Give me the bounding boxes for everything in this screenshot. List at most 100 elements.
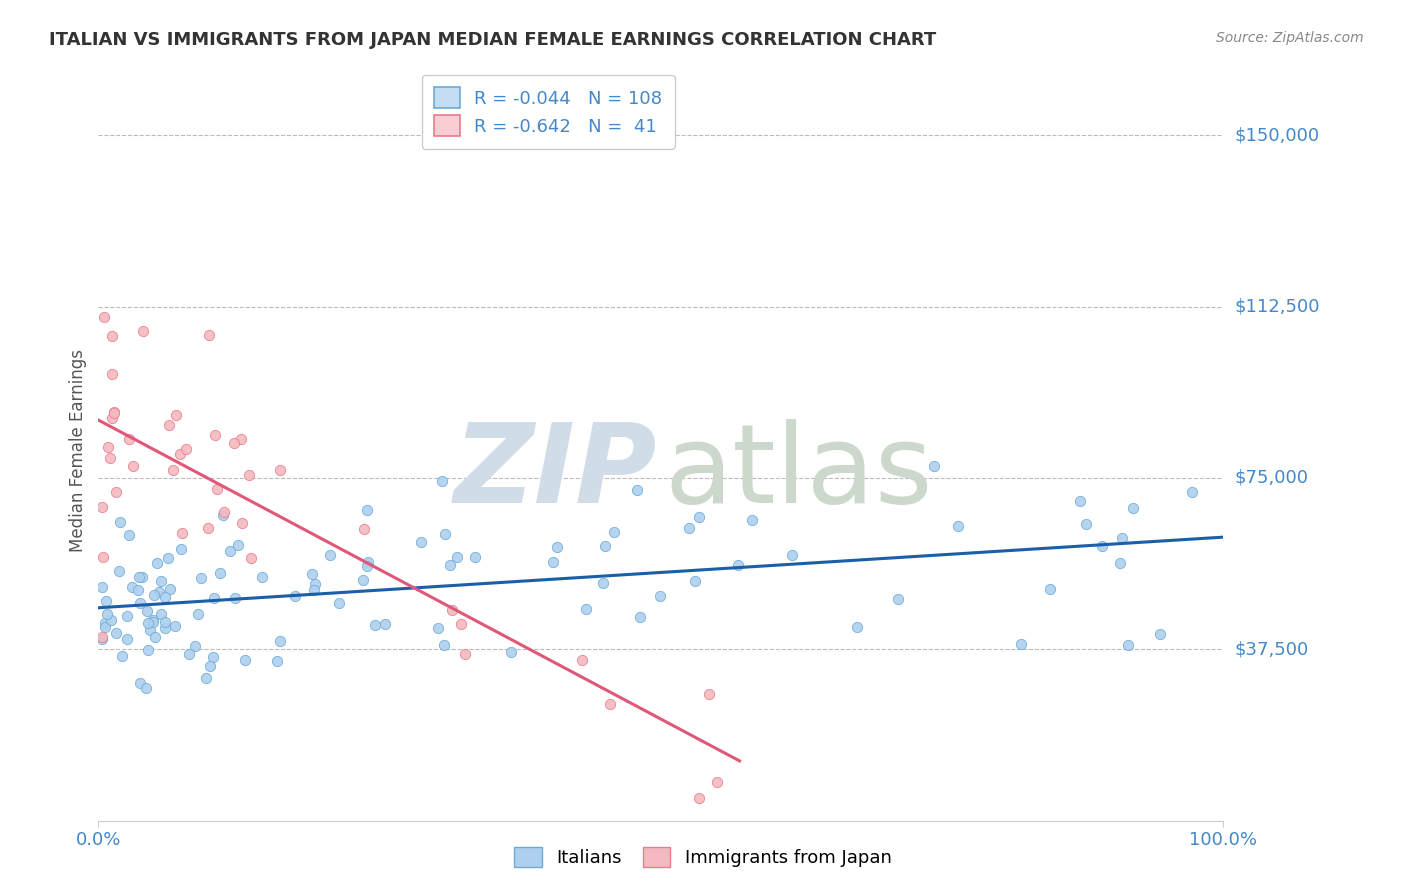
Point (352, 573, 374, 587)
Point (233, 653, 256, 667)
Point (1074, 517, 1097, 532)
Point (430, 475, 453, 489)
Point (1111, 531, 1133, 545)
Point (301, 566, 323, 581)
Point (103, 406, 125, 420)
Point (148, 585, 170, 599)
Point (149, 574, 172, 588)
Point (450, 617, 472, 632)
Point (93, 310, 115, 325)
Point (190, 571, 212, 585)
Point (546, 540, 568, 554)
Point (91, 549, 114, 564)
Point (155, 591, 177, 605)
Point (226, 538, 249, 552)
Point (706, 774, 728, 789)
Point (628, 610, 651, 624)
Point (374, 617, 396, 632)
Point (111, 649, 134, 664)
Point (177, 647, 200, 661)
Point (1010, 637, 1032, 651)
Point (1118, 638, 1140, 652)
Point (1122, 500, 1144, 515)
Point (440, 602, 463, 616)
Point (90, 630, 112, 644)
Point (454, 647, 477, 661)
Point (96, 607, 118, 621)
Point (100, 613, 122, 627)
Point (626, 483, 648, 497)
Point (103, 405, 125, 419)
Point (446, 550, 468, 565)
Text: atlas: atlas (664, 419, 932, 526)
Point (174, 442, 197, 456)
Point (98, 451, 121, 466)
Point (184, 639, 207, 653)
Point (101, 329, 124, 343)
Point (224, 591, 246, 606)
Point (139, 623, 162, 637)
Point (780, 548, 803, 562)
Point (101, 368, 124, 382)
Point (197, 521, 219, 535)
Point (208, 566, 231, 580)
Point (153, 621, 176, 635)
Y-axis label: Median Female Earnings: Median Female Earnings (69, 349, 87, 552)
Point (887, 592, 910, 607)
Text: Source: ZipAtlas.com: Source: ZipAtlas.com (1216, 31, 1364, 45)
Point (1091, 539, 1114, 553)
Point (571, 653, 593, 667)
Point (212, 504, 235, 518)
Point (1069, 494, 1091, 508)
Point (163, 619, 186, 633)
Point (302, 582, 325, 597)
Point (269, 463, 291, 477)
Point (434, 526, 457, 541)
Point (97, 440, 120, 454)
Point (575, 602, 598, 616)
Point (135, 604, 157, 618)
Point (240, 550, 263, 565)
Point (201, 649, 224, 664)
Point (129, 596, 152, 610)
Point (172, 526, 194, 541)
Point (90, 632, 112, 646)
Point (683, 574, 706, 588)
Legend: Italians, Immigrants from Japan: Italians, Immigrants from Japan (508, 839, 898, 874)
Point (198, 659, 221, 673)
Point (150, 607, 173, 621)
Point (108, 564, 131, 578)
Point (142, 613, 165, 627)
Point (499, 645, 522, 659)
Point (269, 634, 291, 648)
Point (170, 541, 193, 556)
Legend: R = -0.044   N = 108, R = -0.642   N =  41: R = -0.044 N = 108, R = -0.642 N = 41 (422, 75, 675, 149)
Point (541, 555, 564, 569)
Point (90, 500, 112, 514)
Point (101, 411, 124, 425)
Point (1039, 582, 1062, 596)
Point (129, 676, 152, 690)
Point (143, 630, 166, 644)
Point (364, 618, 387, 632)
Point (1109, 556, 1132, 570)
Point (409, 535, 432, 549)
Point (922, 459, 945, 474)
Point (678, 521, 700, 535)
Point (222, 435, 245, 450)
Point (699, 687, 721, 701)
Point (108, 515, 131, 529)
Point (115, 632, 138, 647)
Point (464, 550, 486, 565)
Point (356, 559, 378, 574)
Point (121, 580, 143, 594)
Point (162, 463, 184, 477)
Point (1181, 485, 1204, 500)
Point (688, 509, 710, 524)
Point (250, 570, 273, 584)
Point (105, 626, 128, 640)
Point (159, 582, 181, 597)
Point (231, 516, 253, 530)
Point (592, 575, 614, 590)
Point (357, 555, 380, 569)
